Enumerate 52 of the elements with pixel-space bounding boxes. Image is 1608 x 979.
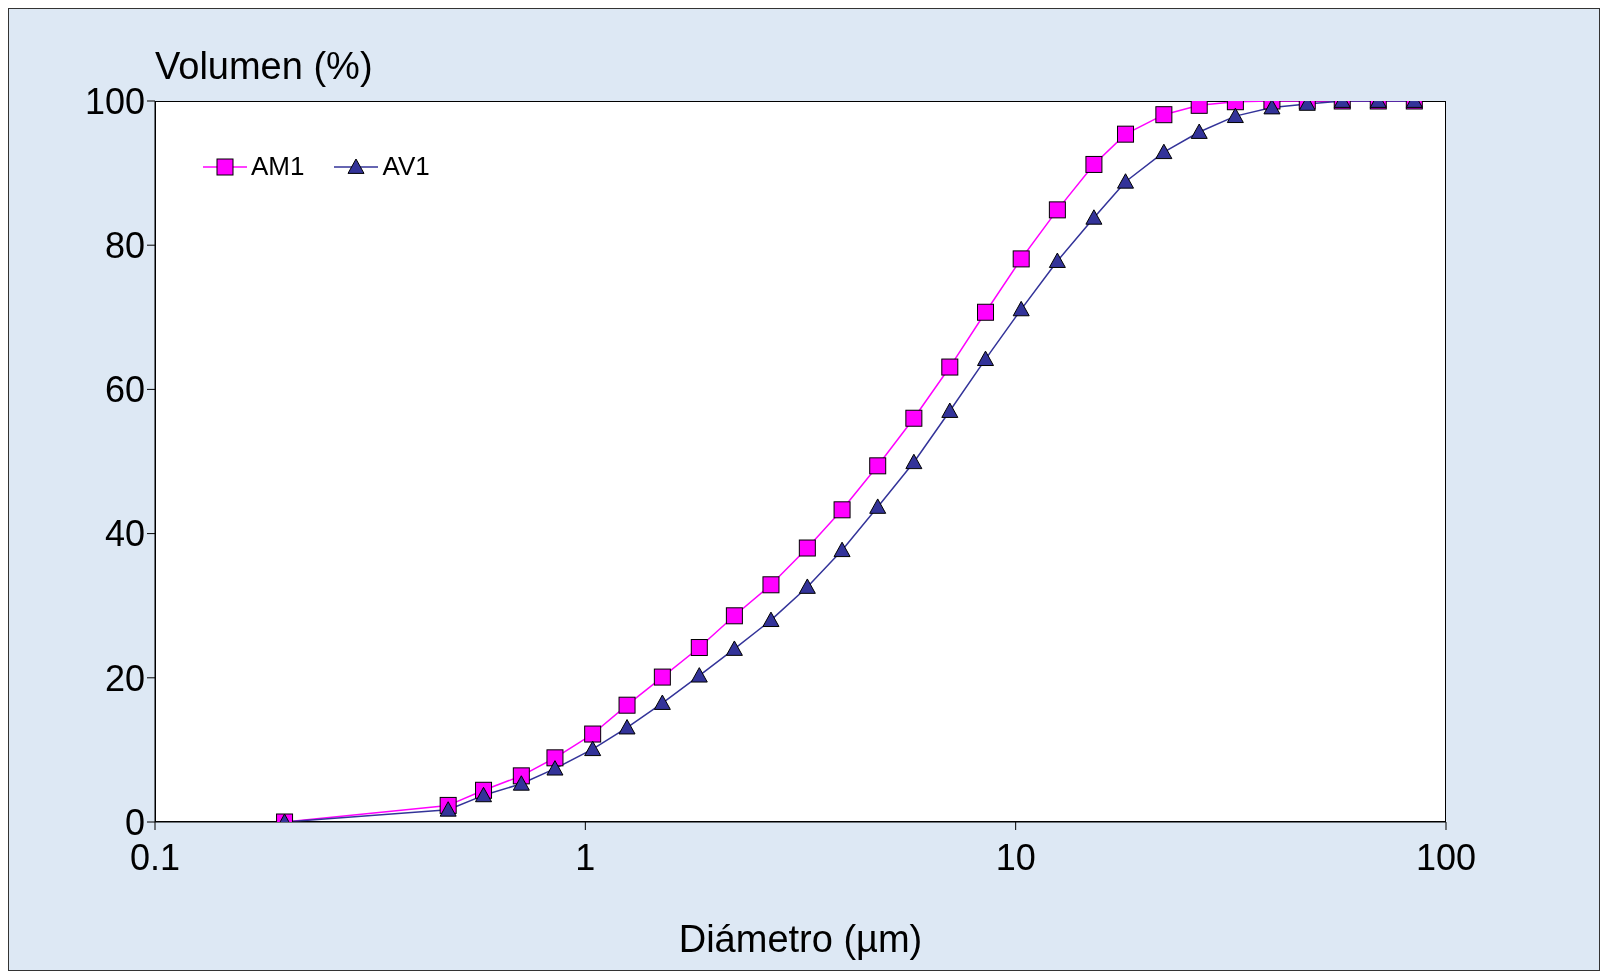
- x-tick-label: 10: [995, 836, 1036, 878]
- point: [905, 453, 923, 470]
- point: [1012, 250, 1030, 268]
- point: [653, 694, 671, 710]
- point: [690, 639, 708, 657]
- point: [1226, 107, 1244, 124]
- point: [653, 668, 671, 686]
- y-tick-label: 40: [104, 513, 145, 555]
- point: [1085, 209, 1103, 225]
- point: [1155, 143, 1173, 160]
- point: [584, 725, 602, 743]
- point: [1155, 106, 1173, 124]
- point: [833, 501, 851, 519]
- x-tick-label: 1: [575, 836, 596, 878]
- point: [905, 409, 923, 427]
- point: [762, 611, 780, 628]
- point: [798, 578, 816, 594]
- point: [762, 576, 780, 594]
- point: [618, 696, 636, 714]
- point: [584, 740, 602, 757]
- point: [833, 541, 851, 558]
- point: [1012, 300, 1030, 317]
- point: [725, 640, 743, 656]
- point: [546, 760, 564, 776]
- point: [618, 719, 636, 735]
- point: [1190, 123, 1208, 139]
- point: [1048, 201, 1066, 219]
- point: [1048, 252, 1066, 268]
- point: [941, 402, 959, 418]
- x-tick-label: 100: [1415, 836, 1477, 878]
- y-tick-label: 20: [104, 657, 145, 699]
- point: [1085, 155, 1103, 173]
- point: [475, 786, 493, 803]
- y-axis-title: Volumen (%): [155, 45, 373, 88]
- point: [690, 667, 708, 683]
- legend-label: AV1: [382, 151, 430, 182]
- y-tick-label: 80: [104, 224, 145, 266]
- point: [869, 457, 887, 475]
- point: [798, 539, 816, 557]
- point: [977, 303, 995, 321]
- y-tick-label: 60: [104, 369, 145, 411]
- point: [977, 350, 995, 367]
- point: [546, 749, 564, 767]
- point: [512, 775, 530, 791]
- y-tick-label: 100: [84, 80, 145, 122]
- point: [439, 801, 457, 817]
- point: [1263, 101, 1281, 115]
- x-axis-title: Diámetro (µm): [678, 918, 923, 960]
- legend-label: AM1: [251, 151, 305, 182]
- point: [941, 358, 959, 376]
- point: [869, 498, 887, 514]
- point: [725, 607, 743, 625]
